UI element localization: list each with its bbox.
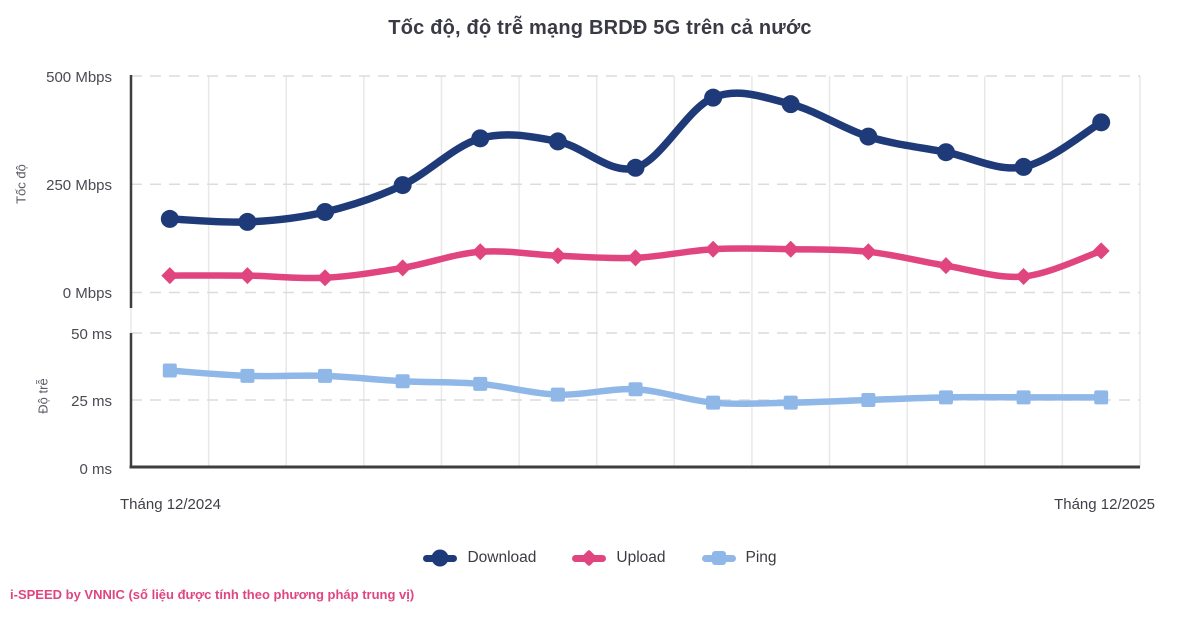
upload-point[interactable] xyxy=(238,267,256,285)
upload-point[interactable] xyxy=(394,259,412,277)
download-point[interactable] xyxy=(393,176,412,195)
upload-point[interactable] xyxy=(782,240,800,258)
ping-point[interactable] xyxy=(861,393,876,407)
ytick-latency-25: 25 ms xyxy=(71,393,112,410)
download-point[interactable] xyxy=(626,158,645,177)
ping-point[interactable] xyxy=(162,363,177,378)
ping-point[interactable] xyxy=(550,387,565,402)
ping-legend-glyph xyxy=(711,551,726,565)
download-point[interactable] xyxy=(704,88,723,107)
download-point[interactable] xyxy=(936,143,955,162)
legend-label-download: Download xyxy=(467,549,537,566)
ping-point[interactable] xyxy=(395,374,410,389)
download-point[interactable] xyxy=(859,127,878,146)
download-point[interactable] xyxy=(1092,113,1111,132)
ping-point[interactable] xyxy=(706,395,721,410)
upload-point[interactable] xyxy=(471,243,489,261)
ping-point[interactable] xyxy=(1016,390,1031,405)
download-legend-glyph xyxy=(431,549,449,567)
download-point[interactable] xyxy=(548,132,567,151)
upload-point[interactable] xyxy=(704,240,722,258)
upload-point[interactable] xyxy=(937,257,955,275)
x-axis-label-end: Tháng 12/2025 xyxy=(1054,496,1155,513)
legend-item-ping[interactable]: Ping xyxy=(701,548,777,568)
download-point[interactable] xyxy=(471,129,490,148)
ping-point[interactable] xyxy=(783,395,798,410)
legend-label-ping: Ping xyxy=(745,549,777,566)
ping-legend-marker-icon xyxy=(701,548,736,568)
footer-credit: i-SPEED by VNNIC (số liệu được tính theo… xyxy=(10,587,415,602)
x-axis-label-start: Tháng 12/2024 xyxy=(120,496,221,513)
legend-label-upload: Upload xyxy=(616,549,666,566)
ping-point[interactable] xyxy=(628,382,643,397)
y-axis-label-latency: Độ trễ xyxy=(35,378,51,414)
download-point[interactable] xyxy=(781,95,800,114)
download-point[interactable] xyxy=(160,209,179,228)
y-axis-label-speed: Tốc độ xyxy=(13,164,29,204)
download-point[interactable] xyxy=(1014,157,1033,176)
legend-item-upload[interactable]: Upload xyxy=(572,548,666,568)
upload-point[interactable] xyxy=(627,249,644,267)
upload-point[interactable] xyxy=(549,247,567,265)
chart-title: Tốc độ, độ trễ mạng BRDĐ 5G trên cả nước xyxy=(388,17,812,39)
download-line xyxy=(166,89,1105,226)
upload-point[interactable] xyxy=(1092,242,1110,260)
ping-point[interactable] xyxy=(938,390,953,405)
ytick-speed-500: 500 Mbps xyxy=(46,69,112,86)
legend: Download Upload Ping xyxy=(0,548,1200,568)
upload-point[interactable] xyxy=(316,269,334,287)
ytick-speed-0: 0 Mbps xyxy=(62,285,112,302)
download-legend-marker-icon xyxy=(423,548,458,568)
ytick-latency-50: 50 ms xyxy=(71,326,112,343)
download-point[interactable] xyxy=(316,202,335,221)
ping-point[interactable] xyxy=(473,376,488,391)
download-point[interactable] xyxy=(238,212,257,231)
ytick-speed-250: 250 Mbps xyxy=(46,177,112,194)
ping-point[interactable] xyxy=(318,368,333,383)
upload-legend-marker-icon xyxy=(572,548,607,568)
upload-point[interactable] xyxy=(1015,267,1033,285)
ping-point[interactable] xyxy=(240,368,255,383)
upload-point[interactable] xyxy=(859,243,877,261)
upload-point[interactable] xyxy=(161,267,179,285)
upload-legend-glyph xyxy=(580,549,598,567)
legend-item-download[interactable]: Download xyxy=(423,548,536,568)
ytick-latency-0: 0 ms xyxy=(79,461,112,478)
ping-point[interactable] xyxy=(1094,390,1109,405)
